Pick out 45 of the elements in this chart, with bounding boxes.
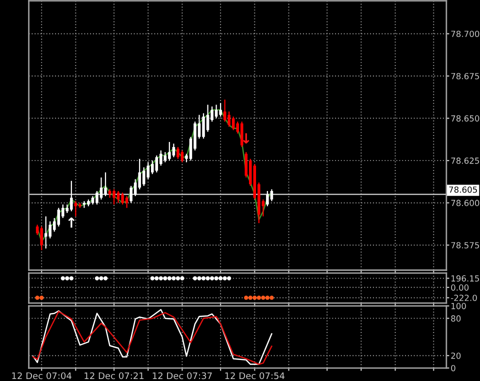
x-tick-label: 12 Dec 07:54 <box>225 372 284 380</box>
x-tick-label: 12 Dec 07:04 <box>12 372 72 380</box>
candlestick <box>155 154 158 173</box>
x-tick-label: 12 Dec 07:37 <box>152 372 212 380</box>
candlestick <box>121 192 124 206</box>
y-tick-label: 20 <box>451 352 461 359</box>
y-tick-label: 78.625 <box>451 158 479 164</box>
candlestick <box>130 185 132 204</box>
candlestick <box>70 180 73 212</box>
candlestick <box>96 190 98 206</box>
y-tick-label: 78.675 <box>451 72 479 80</box>
candlestick <box>266 190 269 207</box>
y-tick-label: 78.700 <box>451 30 480 38</box>
y-tick-label: -222.0 <box>450 294 477 301</box>
candlestick <box>116 190 120 204</box>
y-tick-label: 100 <box>451 302 466 310</box>
candlestick <box>104 172 107 197</box>
y-tick-label: 0 <box>451 364 456 372</box>
candlestick <box>240 121 244 148</box>
candlestick <box>112 188 116 206</box>
candlestick <box>202 112 205 140</box>
candlestick <box>40 226 43 251</box>
ref-line-label: 78.605 <box>449 186 477 193</box>
y-tick-label: 78.650 <box>451 115 480 122</box>
candlestick <box>168 141 171 162</box>
candlestick <box>172 143 176 158</box>
candlestick <box>180 150 184 163</box>
annotation: ↓ <box>242 133 250 144</box>
y-tick-label: 78.575 <box>451 242 479 248</box>
candlestick <box>57 207 60 228</box>
y-tick-label: 78.600 <box>451 200 480 206</box>
candlestick <box>142 166 146 186</box>
y-tick-label: 196.15 <box>451 275 479 282</box>
candlestick <box>100 176 103 200</box>
candlestick <box>219 102 222 118</box>
annotation: ↑ <box>68 217 75 228</box>
candlestick <box>160 150 162 166</box>
candlestick <box>223 99 226 122</box>
x-tick-label: 12 Dec 07:21 <box>84 372 144 380</box>
candlestick <box>228 110 230 128</box>
candlestick <box>270 188 274 202</box>
y-tick-label: 0.00 <box>451 284 469 291</box>
candlestick <box>176 146 180 160</box>
y-tick-label: 80 <box>451 315 461 322</box>
candlestick <box>150 160 154 175</box>
